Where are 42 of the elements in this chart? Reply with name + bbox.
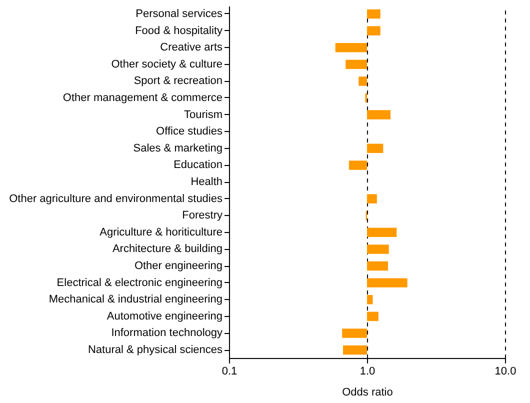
y-tick-label: Other agriculture and environmental studies [9,192,223,205]
bar [358,76,367,86]
bar [367,26,380,36]
bar [343,345,367,355]
bar [342,328,367,338]
y-tick-label: Mechanical & industrial engineering [48,294,222,306]
y-tick-label: Agriculture & horiticulture [100,226,222,238]
bar [367,9,380,19]
bar [367,261,388,271]
bar [367,312,378,322]
y-tick-label: Electrical & electronic engineering [56,276,222,289]
y-tick-label: Information technology [111,327,223,340]
bar [367,278,408,288]
y-tick-label: Personal services [136,8,223,20]
y-tick-label: Health [190,176,222,188]
y-tick-label: Office studies [156,126,223,138]
y-tick-label: Sport & recreation [134,75,222,88]
y-tick-label: Other management & commerce [62,92,222,104]
bar [367,144,384,154]
y-tick-label: Creative arts [160,42,223,54]
x-axis-title: Odds ratio [342,386,393,398]
y-tick-label: Forestry [182,210,223,222]
x-tick-label: 10.0 [494,366,516,378]
bar [348,160,367,170]
bar [346,60,367,70]
bar [367,244,389,254]
x-tick-label: 0.1 [222,366,238,378]
bar [335,42,367,52]
y-tick-label: Other society & culture [111,58,222,70]
y-tick-label: Food & hospitality [135,24,223,37]
y-tick-label: Architecture & building [112,243,222,256]
y-tick-label: Other engineering [134,260,222,272]
x-tick-label: 1.0 [360,366,376,378]
bar [367,110,390,120]
y-tick-label: Automotive engineering [106,310,222,322]
y-tick-label: Natural & physical sciences [88,344,223,356]
y-tick-label: Sales & marketing [133,142,222,154]
bar [367,228,397,238]
y-tick-label: Education [174,159,222,172]
y-tick-label: Tourism [184,108,222,121]
bar [367,194,377,204]
bar [367,294,373,304]
